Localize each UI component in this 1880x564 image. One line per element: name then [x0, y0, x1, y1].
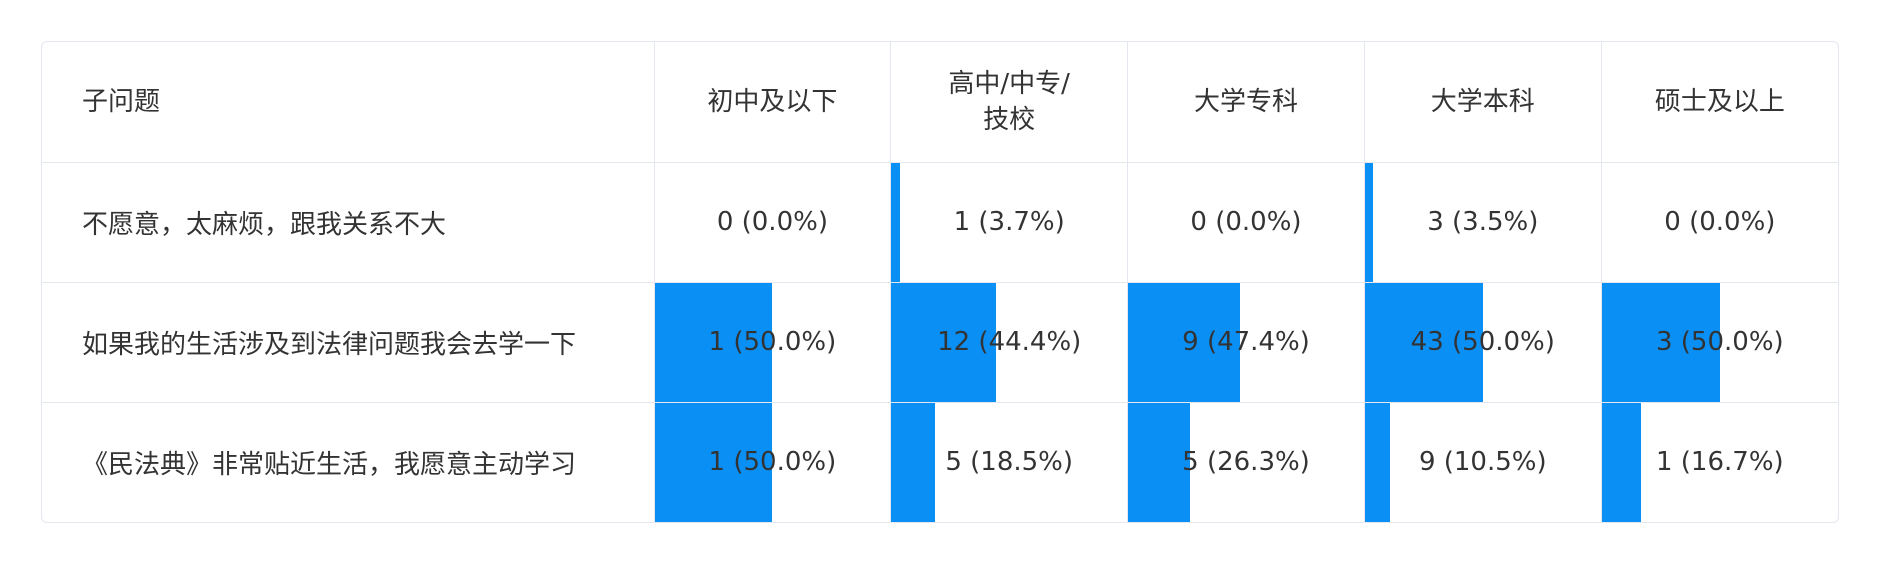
value-cell: 12 (44.4%) [890, 281, 1129, 403]
percentage-bar [1364, 162, 1374, 282]
table-row: 不愿意，太麻烦，跟我关系不大 0 (0.0%) 1 (3.7%) 0 (0.0%) 3 … [42, 161, 1838, 283]
value-label: 0 (0.0%) [1190, 207, 1302, 237]
percentage-bar [1601, 402, 1642, 522]
value-label: 5 (18.5%) [945, 447, 1074, 478]
crosstab-table-card: 子问题 初中及以下 高中/中专/技校 大学专科 大学本科 硕士及以上 不愿意，太… [41, 41, 1839, 523]
value-label: 5 (26.3%) [1182, 447, 1310, 478]
header-col-college: 大学专科 [1127, 42, 1365, 163]
percentage-bar [1364, 402, 1390, 522]
percentage-bar [654, 402, 773, 522]
value-cell: 0 (0.0%) [653, 161, 892, 283]
value-label: 1 (3.7%) [953, 207, 1065, 237]
value-label: 9 (10.5%) [1418, 447, 1547, 478]
header-row: 子问题 初中及以下 高中/中专/技校 大学专科 大学本科 硕士及以上 [42, 42, 1838, 163]
value-cell: 9 (10.5%) [1363, 401, 1602, 522]
value-label: 1 (16.7%) [1655, 447, 1784, 478]
row-subquestion-label: 《民法典》非常贴近生活，我愿意主动学习 [42, 401, 655, 522]
value-cell: 0 (0.0%) [1127, 161, 1365, 283]
value-cell: 1 (50.0%) [653, 281, 892, 403]
table-row: 《民法典》非常贴近生活，我愿意主动学习 1 (50.0%) 5 (18.5%) 5 (… [42, 401, 1838, 522]
value-cell: 1 (50.0%) [653, 401, 892, 522]
value-label: 3 (50.0%) [1655, 327, 1784, 357]
value-label: 0 (0.0%) [1664, 207, 1776, 237]
value-label: 1 (50.0%) [708, 327, 837, 357]
percentage-bar [1128, 402, 1191, 522]
percentage-bar [1601, 282, 1720, 402]
value-cell: 1 (16.7%) [1600, 401, 1838, 522]
crosstab-table: 子问题 初中及以下 高中/中专/技校 大学专科 大学本科 硕士及以上 不愿意，太… [42, 42, 1838, 522]
header-col-senior-high: 高中/中专/技校 [890, 42, 1129, 163]
percentage-bar [654, 282, 773, 402]
header-col-master: 硕士及以上 [1600, 42, 1838, 163]
table-row: 如果我的生活涉及到法律问题我会去学一下 1 (50.0%) 12 (44.4%) 9 … [42, 281, 1838, 403]
value-label: 9 (47.4%) [1182, 327, 1310, 357]
value-cell: 9 (47.4%) [1127, 281, 1365, 403]
value-label: 3 (3.5%) [1427, 207, 1539, 237]
percentage-bar [1364, 282, 1483, 402]
value-cell: 3 (3.5%) [1363, 161, 1602, 283]
value-cell: 5 (18.5%) [890, 401, 1129, 522]
value-label: 12 (44.4%) [937, 327, 1082, 357]
row-subquestion-label: 不愿意，太麻烦，跟我关系不大 [42, 161, 655, 283]
percentage-bar [891, 282, 996, 402]
value-cell: 43 (50.0%) [1363, 281, 1602, 403]
header-col-senior-high-label: 高中/中专/技校 [948, 68, 1070, 135]
row-subquestion-label: 如果我的生活涉及到法律问题我会去学一下 [42, 281, 655, 403]
value-label: 0 (0.0%) [716, 207, 828, 237]
value-cell: 3 (50.0%) [1600, 281, 1838, 403]
header-col-junior-high: 初中及以下 [653, 42, 892, 163]
value-label: 1 (50.0%) [708, 447, 837, 478]
value-cell: 0 (0.0%) [1600, 161, 1838, 283]
percentage-bar [891, 162, 901, 282]
value-cell: 5 (26.3%) [1127, 401, 1365, 522]
value-label: 43 (50.0%) [1410, 327, 1555, 357]
percentage-bar [1128, 282, 1240, 402]
header-col-bachelor: 大学本科 [1363, 42, 1602, 163]
value-cell: 1 (3.7%) [890, 161, 1129, 283]
percentage-bar [891, 402, 935, 522]
header-subquestion: 子问题 [42, 42, 655, 163]
